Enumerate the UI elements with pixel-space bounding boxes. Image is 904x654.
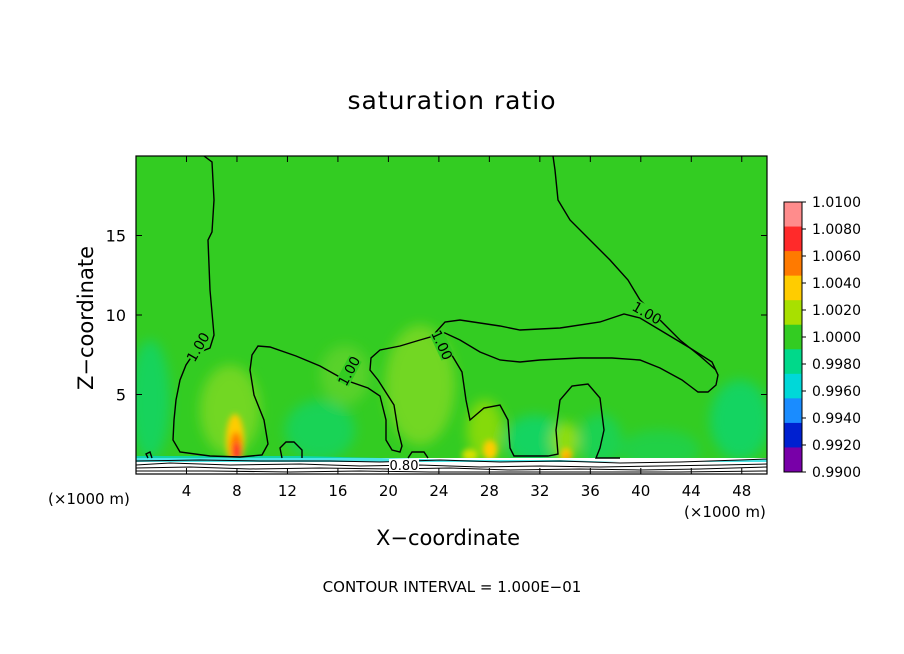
x-tick-label: 4	[182, 482, 192, 500]
colorbar-label: 0.9980	[812, 357, 861, 373]
x-unit-left: (×1000 m)	[48, 490, 130, 508]
colorbar-swatch	[784, 398, 802, 424]
colorbar: 1.0100 1.0080 1.0060 1.0040 1.0020 1.0000 0.99…	[783, 195, 861, 481]
x-tick-label: 8	[232, 482, 242, 500]
x-tick-label: 44	[682, 482, 701, 500]
chart-title: saturation ratio	[347, 86, 557, 115]
colorbar-label: 0.9960	[812, 384, 861, 400]
x-tick-label: 28	[480, 482, 499, 500]
x-axis-label: X−coordinate	[376, 526, 520, 550]
contour-interval-note: CONTOUR INTERVAL = 1.000E−01	[322, 578, 582, 596]
colorbar-swatch	[784, 226, 802, 252]
y-tick-label: 5	[116, 386, 126, 405]
y-axis: 5 10 15	[106, 227, 767, 405]
x-tick-label: 48	[732, 482, 751, 500]
contour-label-backgrounds	[184, 299, 664, 471]
colorbar-label: 0.9900	[812, 465, 861, 481]
colorbar-swatch	[784, 422, 802, 448]
colorbar-label: 0.9920	[812, 438, 861, 454]
y-tick-label: 10	[106, 306, 126, 325]
x-tick-label: 20	[379, 482, 398, 500]
y-axis-label: Z−coordinate	[74, 246, 98, 390]
colorbar-label: 1.0000	[812, 330, 861, 346]
colorbar-swatch	[784, 251, 802, 277]
x-tick-label: 24	[429, 482, 448, 500]
colorbar-label: 1.0100	[812, 195, 861, 211]
x-tick-label: 40	[631, 482, 650, 500]
colorbar-swatch	[784, 447, 802, 473]
x-tick-label: 32	[530, 482, 549, 500]
x-unit-right: (×1000 m)	[684, 503, 766, 521]
colorbar-swatch	[784, 202, 802, 228]
x-tick-label: 16	[328, 482, 347, 500]
colorbar-swatch	[784, 275, 802, 301]
x-axis: 4 8 12 16 20 24 28 32 36 40 44 48	[182, 156, 751, 500]
colorbar-swatch	[784, 349, 802, 375]
colorbar-label: 1.0060	[812, 249, 861, 265]
colorbar-swatch	[784, 324, 802, 350]
x-tick-label: 36	[581, 482, 600, 500]
x-tick-label: 12	[278, 482, 297, 500]
colorbar-label: 1.0080	[812, 222, 861, 238]
contour-label-5: 0.80	[390, 459, 419, 474]
y-tick-label: 15	[106, 227, 126, 246]
colorbar-label: 0.9940	[812, 411, 861, 427]
saturation-field	[136, 156, 767, 474]
colorbar-swatch	[784, 300, 802, 326]
colorbar-label: 1.0020	[812, 303, 861, 319]
contour-lines	[145, 156, 719, 459]
colorbar-swatch	[784, 373, 802, 399]
colorbar-label: 1.0040	[812, 276, 861, 292]
